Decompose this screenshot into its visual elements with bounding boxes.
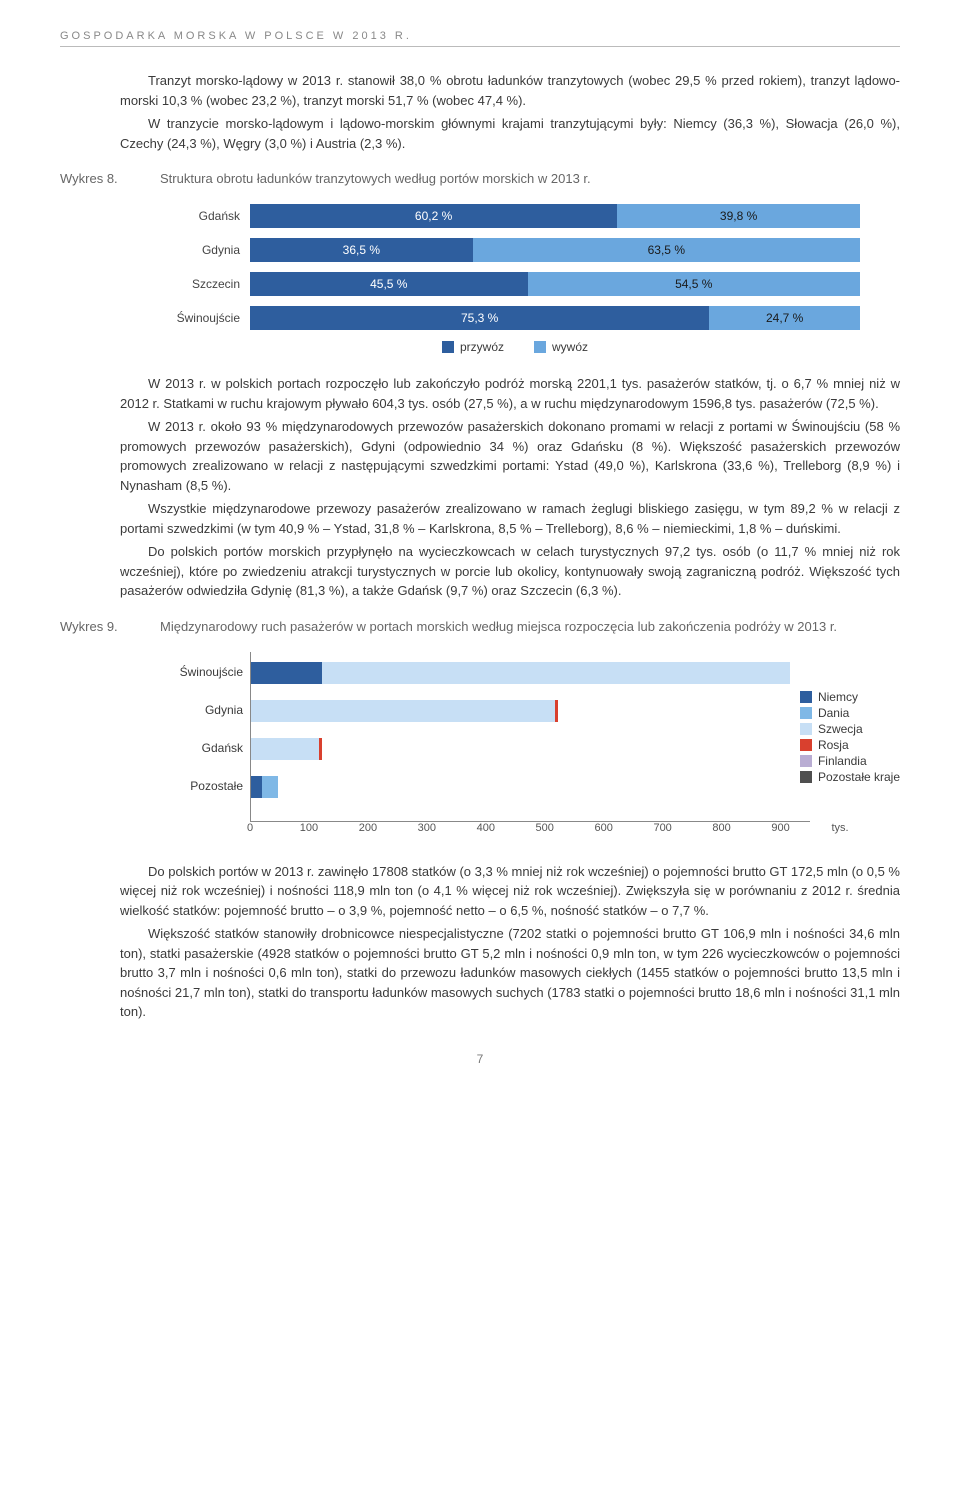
legend-label: wywóz <box>552 340 588 354</box>
legend-item: wywóz <box>534 340 588 354</box>
body-paragraph: W 2013 r. około 93 % międzynarodowych pr… <box>60 417 900 495</box>
legend-swatch <box>534 341 546 353</box>
chart-row-label: Świnoujście <box>171 665 243 679</box>
chart-row: Szczecin45,5 %54,5 % <box>170 272 860 296</box>
chart-bar-segment <box>251 700 555 722</box>
chart-bar-segment: 45,5 % <box>250 272 528 296</box>
legend-item: Dania <box>800 706 900 720</box>
chart-bar-segment <box>262 776 279 798</box>
axis-tick: 900 <box>771 822 789 834</box>
chart-row-label: Gdańsk <box>170 209 250 223</box>
wykres8-heading: Wykres 8. Struktura obrotu ładunków tran… <box>60 171 900 186</box>
legend-item: Pozostałe kraje <box>800 770 900 784</box>
wykres9-heading: Wykres 9. Międzynarodowy ruch pasażerów … <box>60 619 900 634</box>
axis-tick: 800 <box>712 822 730 834</box>
chart-bar-segment <box>251 776 262 798</box>
chart-row: Pozostałe <box>251 776 278 798</box>
legend-label: Pozostałe kraje <box>818 770 900 784</box>
legend-swatch <box>800 707 812 719</box>
chart-row: Gdynia <box>251 700 558 722</box>
axis-tick: 600 <box>594 822 612 834</box>
wykres8-chart: Gdańsk60,2 %39,8 % Gdynia36,5 %63,5 % Szcz… <box>60 204 900 354</box>
chart-bar-track: 60,2 %39,8 % <box>250 204 860 228</box>
wykres9-title: Międzynarodowy ruch pasażerów w portach … <box>160 619 900 634</box>
chart-bar-segment <box>251 738 319 760</box>
axis-tick: 500 <box>536 822 554 834</box>
legend-label: Niemcy <box>818 690 858 704</box>
legend-swatch <box>800 755 812 767</box>
chart-row: Gdynia36,5 %63,5 % <box>170 238 860 262</box>
chart-row: Świnoujście75,3 %24,7 % <box>170 306 860 330</box>
body-paragraph: Wszystkie międzynarodowe przewozy pasaże… <box>60 499 900 538</box>
intro-paragraph-2: W tranzycie morsko-lądowym i lądowo-mors… <box>60 114 900 153</box>
axis-tick: 200 <box>359 822 377 834</box>
page-number: 7 <box>60 1052 900 1066</box>
axis-tick: 300 <box>418 822 436 834</box>
legend-swatch <box>800 771 812 783</box>
chart-bar-segment: 36,5 % <box>250 238 473 262</box>
legend-item: Szwecja <box>800 722 900 736</box>
chart-bar-segment: 39,8 % <box>617 204 860 228</box>
chart-bar-segment <box>555 700 559 722</box>
legend-label: Szwecja <box>818 722 863 736</box>
chart-bar-segment: 60,2 % <box>250 204 617 228</box>
wykres8-title: Struktura obrotu ładunków tranzytowych w… <box>160 171 900 186</box>
chart-bar-segment: 75,3 % <box>250 306 709 330</box>
chart-bar-segment <box>251 662 322 684</box>
axis-tick: 100 <box>300 822 318 834</box>
chart-bar-track: 36,5 %63,5 % <box>250 238 860 262</box>
chart-row-label: Świnoujście <box>170 311 250 325</box>
chart-bar-segment <box>322 662 791 684</box>
legend-swatch <box>800 691 812 703</box>
axis-tick: 400 <box>477 822 495 834</box>
chart-row: Gdańsk60,2 %39,8 % <box>170 204 860 228</box>
legend-label: Finlandia <box>818 754 867 768</box>
chart-row: Świnoujście <box>251 662 790 684</box>
axis-tick: 0 <box>247 822 253 834</box>
chart-bar-segment <box>319 738 323 760</box>
legend-item: przywóz <box>442 340 504 354</box>
chart-legend: przywóz wywóz <box>170 340 860 354</box>
legend-swatch <box>442 341 454 353</box>
legend-item: Finlandia <box>800 754 900 768</box>
chart-row-label: Pozostałe <box>171 779 243 793</box>
page-header: GOSPODARKA MORSKA W POLSCE W 2013 R. <box>60 30 900 47</box>
chart-bar-segment: 24,7 % <box>709 306 860 330</box>
wykres8-label: Wykres 8. <box>60 171 130 186</box>
wykres9-chart: Świnoujście Gdynia Gdańsk Pozostałe 0 100 200… <box>60 652 900 842</box>
chart-bar-segment: 54,5 % <box>528 272 860 296</box>
body-paragraph: Do polskich portów w 2013 r. zawinęło 17… <box>60 862 900 921</box>
chart-bar-track: 45,5 %54,5 % <box>250 272 860 296</box>
chart-row-label: Szczecin <box>170 277 250 291</box>
legend-label: Dania <box>818 706 849 720</box>
legend-label: przywóz <box>460 340 504 354</box>
legend-label: Rosja <box>818 738 849 752</box>
chart-row-label: Gdańsk <box>171 741 243 755</box>
chart-bar-track: 75,3 %24,7 % <box>250 306 860 330</box>
chart-row-label: Gdynia <box>171 703 243 717</box>
chart-row-label: Gdynia <box>170 243 250 257</box>
legend-item: Niemcy <box>800 690 900 704</box>
legend-swatch <box>800 723 812 735</box>
chart-bar-segment: 63,5 % <box>473 238 860 262</box>
body-paragraph: Do polskich portów morskich przypłynęło … <box>60 542 900 601</box>
legend-item: Rosja <box>800 738 900 752</box>
chart-row: Gdańsk <box>251 738 322 760</box>
body-paragraph: Większość statków stanowiły drobnicowce … <box>60 924 900 1022</box>
body-paragraph: W 2013 r. w polskich portach rozpoczęło … <box>60 374 900 413</box>
legend-swatch <box>800 739 812 751</box>
axis-tick: 700 <box>653 822 671 834</box>
intro-paragraph-1: Tranzyt morsko-lądowy w 2013 r. stanowił… <box>60 71 900 110</box>
wykres9-label: Wykres 9. <box>60 619 130 634</box>
axis-unit: tys. <box>831 822 848 834</box>
